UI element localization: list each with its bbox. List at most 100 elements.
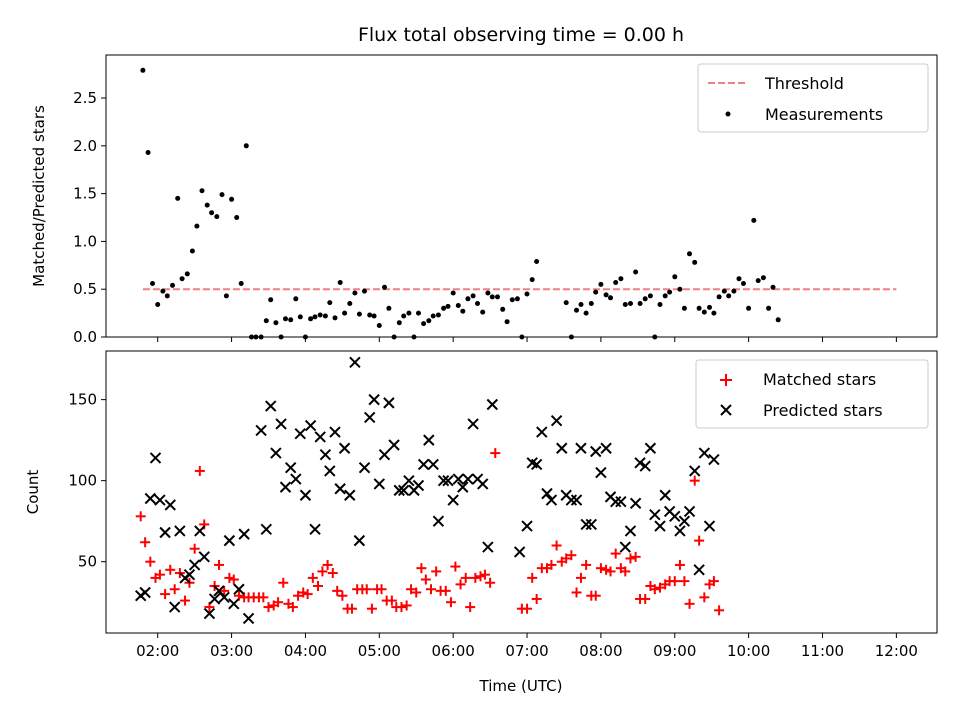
predicted-star-point — [144, 492, 157, 505]
top-y-tick-label: 1.5 — [73, 185, 97, 203]
top-panel: Flux total observing time = 0.00 h 0.00.… — [30, 24, 938, 346]
measurement-point — [376, 323, 382, 328]
predicted-star-point — [149, 452, 162, 464]
predicted-star-point — [304, 419, 317, 432]
matched-star-point — [669, 576, 680, 587]
predicted-star-point — [619, 541, 631, 553]
predicted-star-point — [309, 523, 321, 535]
legend-predicted-swatch — [720, 404, 732, 416]
measurement-point — [662, 293, 668, 299]
matched-star-point — [431, 566, 442, 577]
matched-star-point — [302, 589, 313, 600]
measurement-point — [426, 318, 432, 324]
bottom-y-axis-label: Count — [24, 470, 42, 515]
predicted-star-point — [674, 525, 686, 537]
bottom-x-ticks: 02:00 03:00 04:00 05:00 06:00 07:00 08:00 09:00… — [136, 633, 918, 660]
predicted-star-point — [437, 474, 450, 487]
matched-star-point — [346, 603, 357, 614]
measurement-point — [746, 305, 752, 311]
predicted-star-point — [580, 518, 592, 531]
measurement-point — [362, 288, 367, 294]
measurement-point — [263, 318, 269, 324]
predicted-star-point — [649, 508, 661, 521]
matched-star-point — [228, 574, 239, 585]
matched-star-point — [165, 564, 176, 575]
matched-star-point — [450, 561, 461, 572]
matched-star-point — [273, 597, 284, 608]
matched-star-point — [531, 593, 542, 604]
matched-star-point — [278, 577, 289, 588]
predicted-star-point — [669, 510, 681, 523]
predicted-star-point — [208, 593, 221, 605]
predicted-star-point — [423, 434, 435, 446]
predicted-star-point — [683, 505, 696, 518]
matched-star-point — [566, 550, 577, 561]
predicted-star-point — [275, 418, 287, 430]
predicted-star-point — [689, 465, 701, 477]
predicted-star-point — [432, 515, 445, 527]
predicted-star-point — [383, 397, 395, 409]
measurement-point — [583, 310, 589, 316]
measurement-point — [332, 315, 338, 321]
matched-star-point — [180, 595, 191, 606]
matched-star-point — [258, 592, 269, 603]
matched-star-point — [455, 579, 466, 590]
predicted-star-point — [513, 546, 526, 558]
measurement-point — [593, 289, 599, 295]
matched-star-point — [312, 581, 323, 591]
x-tick-label: 10:00 — [727, 642, 770, 660]
x-tick-label: 09:00 — [653, 642, 696, 660]
predicted-star-point — [373, 478, 386, 490]
measurement-point — [672, 274, 678, 280]
predicted-star-point — [238, 528, 250, 540]
matched-star-point — [287, 602, 298, 613]
measurement-point — [209, 210, 215, 216]
predicted-star-point — [168, 601, 181, 613]
x-tick-label: 03:00 — [210, 642, 253, 660]
predicted-star-point — [233, 583, 245, 595]
top-legend-box — [697, 63, 929, 133]
predicted-star-point — [194, 525, 206, 537]
matched-star-point — [401, 600, 412, 611]
measurement-point — [150, 281, 155, 286]
measurement-point — [465, 296, 471, 302]
measurement-point — [337, 280, 343, 285]
x-tick-label: 05:00 — [358, 642, 401, 660]
matched-star-point — [590, 590, 601, 601]
matched-star-point — [332, 585, 343, 596]
measurement-point — [160, 288, 166, 294]
measurement-point — [234, 215, 240, 220]
matched-star-point — [293, 590, 304, 601]
matched-star-point — [416, 563, 427, 574]
predicted-star-point — [290, 473, 302, 485]
matched-star-point — [214, 559, 225, 570]
measurement-point — [140, 67, 146, 73]
top-y-tick-label: 0.5 — [73, 280, 97, 298]
predicted-star-point — [462, 473, 474, 485]
matched-star-point — [327, 568, 338, 579]
predicted-star-point — [314, 431, 326, 443]
measurement-point — [681, 305, 687, 311]
measurement-point — [455, 303, 461, 308]
x-tick-label: 11:00 — [801, 642, 844, 660]
matched-star-point — [605, 566, 616, 577]
measurement-point — [711, 310, 717, 316]
bottom-chart-marks — [135, 356, 725, 625]
measurement-point — [622, 302, 628, 307]
matched-star-point — [649, 584, 660, 595]
predicted-star-point — [609, 496, 622, 508]
predicted-star-point — [338, 442, 351, 454]
measurement-point — [170, 282, 175, 288]
predicted-star-point — [255, 424, 267, 437]
measurement-point — [500, 306, 506, 312]
measurement-point — [367, 312, 373, 318]
predicted-star-point — [575, 442, 587, 454]
matched-star-point — [224, 572, 235, 583]
predicted-star-point — [590, 445, 602, 458]
predicted-star-point — [678, 515, 691, 527]
measurement-point — [534, 259, 540, 264]
matched-star-point — [420, 574, 431, 585]
predicted-star-point — [397, 484, 410, 497]
measurement-point — [470, 293, 476, 299]
predicted-star-point — [344, 489, 356, 501]
